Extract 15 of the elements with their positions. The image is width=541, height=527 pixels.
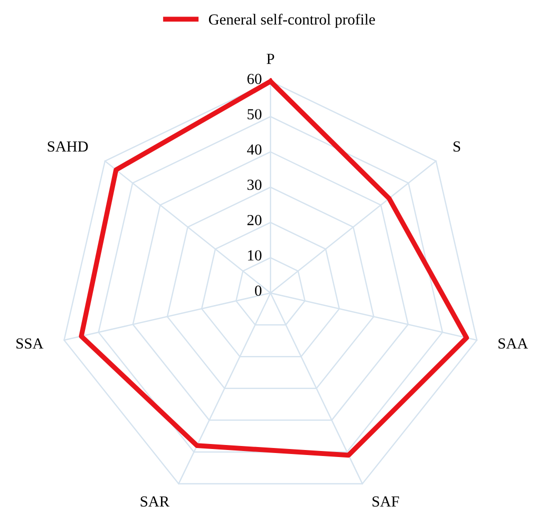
spoke-label: SAHD — [48, 141, 88, 152]
spoke-label: SAR — [140, 496, 170, 507]
y-tick-label: 40 — [247, 144, 262, 155]
spoke-label: SSA — [16, 338, 44, 349]
spoke-label: P — [266, 54, 274, 64]
spoke-label: SAF — [372, 496, 400, 507]
y-tick-label: 10 — [248, 250, 262, 261]
legend-label: General self-control profile — [208, 14, 375, 28]
y-tick-label: 50 — [248, 109, 262, 120]
y-tick-label: 60 — [247, 74, 262, 84]
y-tick-label: 20 — [247, 214, 262, 226]
spoke-label: S — [454, 141, 460, 152]
y-tick-label: 30 — [247, 180, 262, 190]
spoke-label: SAA — [498, 338, 528, 349]
y-tick-label: 0 — [254, 285, 262, 296]
